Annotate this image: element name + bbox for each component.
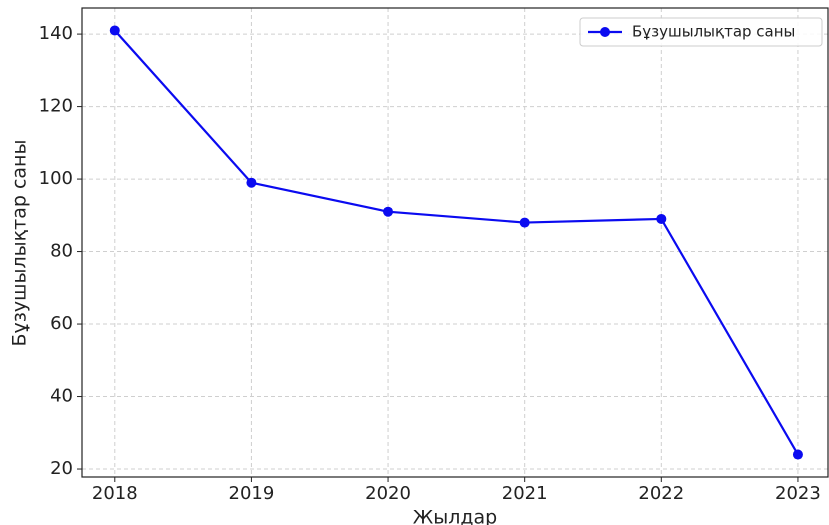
legend: Бұзушылықтар саны xyxy=(579,17,823,47)
legend-box xyxy=(579,17,823,47)
y-tick-label: 60 xyxy=(50,313,73,334)
x-tick-label: 2022 xyxy=(638,483,684,504)
y-tick-label: 40 xyxy=(50,386,73,407)
y-axis-label: Бұзушылықтар саны xyxy=(9,140,31,347)
series-line xyxy=(113,29,799,456)
legend-marker xyxy=(600,27,610,37)
point xyxy=(519,217,530,228)
y-tick-label: 80 xyxy=(50,241,73,262)
point xyxy=(246,177,257,188)
y-tick-label: 140 xyxy=(39,23,73,44)
x-tick-label: 2023 xyxy=(775,483,821,504)
y-tick-label: 100 xyxy=(39,168,73,189)
y-tick-label: 120 xyxy=(39,96,73,117)
point xyxy=(792,449,803,460)
x-tick-label: 2018 xyxy=(92,483,138,504)
x-tick-label: 2019 xyxy=(229,483,275,504)
x-tick-label: 2021 xyxy=(502,483,548,504)
plot-frame xyxy=(81,7,829,478)
x-tick-label: 2020 xyxy=(365,483,411,504)
point xyxy=(656,213,667,224)
y-tick-label: 20 xyxy=(50,458,73,479)
point xyxy=(109,25,120,36)
legend-label: Бұзушылықтар саны xyxy=(632,23,795,41)
point xyxy=(383,206,394,217)
x-axis-label: Жылдар xyxy=(413,507,497,525)
